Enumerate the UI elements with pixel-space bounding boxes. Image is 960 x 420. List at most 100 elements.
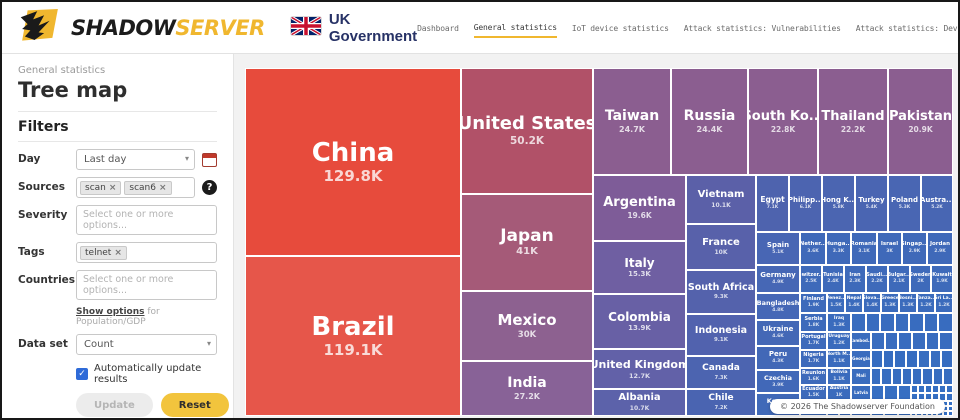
treemap-cell-small[interactable] — [894, 313, 910, 332]
treemap-cell-thailand[interactable]: Thailand 22.2K — [818, 68, 888, 175]
tags-input[interactable]: telnet × — [76, 242, 217, 263]
sources-input[interactable]: scan × scan6 × — [76, 177, 195, 198]
treemap-cell-slova[interactable]: Slova... 1.4K — [863, 293, 881, 313]
treemap-cell-cambod[interactable]: Cambod... — [851, 332, 871, 350]
treemap-cell-united-kingdom[interactable]: United Kingdom 12.7K — [593, 349, 686, 389]
treemap-cell-mali[interactable]: Mali — [851, 368, 871, 385]
treemap-cell-chile[interactable]: Chile 7.2K — [686, 389, 756, 416]
treemap-cell-small[interactable] — [917, 350, 930, 368]
treemap-cell-canada[interactable]: Canada 7.3K — [686, 356, 756, 389]
source-chip-scan[interactable]: scan × — [80, 180, 122, 195]
treemap-cell-small[interactable] — [898, 332, 912, 350]
nav-attack-statistics-devices[interactable]: Attack statistics: Devices — [855, 23, 958, 33]
treemap-cell-small[interactable] — [906, 350, 918, 368]
treemap-cell-small[interactable] — [939, 385, 946, 393]
shadowserver-home-link[interactable]: SHADOWSERVER — [18, 9, 265, 46]
treemap-cell-jordan[interactable]: Jordan 2.9K — [927, 232, 953, 265]
treemap-cell-egypt[interactable]: Egypt 7.1K — [756, 175, 789, 232]
treemap-cell-argentina[interactable]: Argentina 19.6K — [593, 175, 686, 241]
treemap-cell-indonesia[interactable]: Indonesia 9.1K — [686, 314, 756, 356]
chip-remove-icon[interactable]: × — [159, 182, 167, 193]
treemap-cell-small[interactable] — [941, 350, 953, 368]
treemap-cell-tanza[interactable]: Tanza... 1.2K — [917, 293, 935, 313]
chip-remove-icon[interactable]: × — [114, 247, 122, 258]
treemap-cell-sri-la[interactable]: Sri La... 1.2K — [935, 293, 953, 313]
treemap-cell-albania[interactable]: Albania 10.7K — [593, 389, 686, 416]
dataset-select[interactable]: Count ▾ — [76, 334, 217, 355]
treemap-cell-spain[interactable]: Spain 5.1K — [756, 232, 800, 265]
treemap-cell-colombia[interactable]: Colombia 13.9K — [593, 294, 686, 349]
treemap-cell-finland[interactable]: Finland 1.9K — [800, 293, 827, 313]
help-icon[interactable]: ? — [202, 180, 217, 195]
treemap-cell-hunga[interactable]: Hunga... 3.3K — [826, 232, 851, 265]
treemap-cell-nepal[interactable]: Nepal 1.4K — [845, 293, 863, 313]
treemap-cell-bangladesh[interactable]: Bangladesh 4.8K — [756, 293, 800, 320]
treemap-cell-small[interactable] — [851, 313, 866, 332]
treemap-cell-small[interactable] — [871, 332, 885, 350]
treemap-cell-small[interactable] — [871, 368, 882, 385]
treemap-cell-sweden[interactable]: Sweden 2K — [910, 265, 931, 293]
treemap-cell-north-m[interactable]: North M... 1.1K — [827, 350, 851, 368]
treemap-cell-small[interactable] — [923, 313, 939, 332]
calendar-icon[interactable] — [202, 152, 217, 167]
treemap-cell-small[interactable] — [912, 368, 923, 385]
treemap-cell-bosni[interactable]: Bosni... 1.3K — [899, 293, 917, 313]
treemap-cell-nigeria[interactable]: Nigeria 1.7K — [800, 350, 827, 368]
treemap-cell-iraq[interactable]: Iraq 1.3K — [827, 313, 851, 332]
treemap-cell-small[interactable] — [894, 350, 907, 368]
treemap-cell-israel[interactable]: Israel 3K — [877, 232, 902, 265]
chip-remove-icon[interactable]: × — [108, 182, 117, 193]
treemap-cell-small[interactable] — [938, 313, 953, 332]
countries-input[interactable]: Select one or more options... — [76, 270, 217, 300]
treemap-cell-small[interactable] — [912, 332, 926, 350]
treemap-cell-small[interactable] — [882, 350, 895, 368]
treemap-cell-vietnam[interactable]: Vietnam 10.1K — [686, 175, 756, 224]
treemap-cell-romania[interactable]: Romania 3.1K — [851, 232, 877, 265]
treemap-cell-united-states[interactable]: United States 50.2K — [461, 68, 593, 194]
treemap-cell-czechia[interactable]: Czechia 3.9K — [756, 370, 800, 393]
treemap-cell-small[interactable] — [942, 411, 948, 416]
treemap-cell-small[interactable] — [901, 368, 912, 385]
treemap-cell-poland[interactable]: Poland 5.3K — [888, 175, 921, 232]
treemap-cell-tunisia[interactable]: Tunisia 2.4K — [822, 265, 844, 293]
treemap-cell-small[interactable] — [881, 368, 892, 385]
treemap-cell-nether[interactable]: Nether... 3.6K — [800, 232, 826, 265]
treemap-cell-france[interactable]: France 10K — [686, 224, 756, 270]
treemap-cell-small[interactable] — [922, 368, 933, 385]
treemap-cell-bulgar[interactable]: Bulgar... 2.1K — [888, 265, 910, 293]
show-options-link[interactable]: Show options — [76, 307, 145, 317]
treemap-cell-small[interactable] — [947, 411, 953, 416]
treemap-cell-small[interactable] — [939, 332, 953, 350]
treemap-cell-small[interactable] — [932, 385, 939, 393]
treemap-cell-switzer[interactable]: Switzer...2.5K — [800, 265, 822, 293]
treemap-cell-small[interactable] — [918, 385, 925, 393]
treemap-cell-philipp[interactable]: Philipp... 6.1K — [789, 175, 822, 232]
treemap-cell-uruguay[interactable]: Uruguay 1.2K — [827, 332, 851, 350]
treemap-cell-portugal[interactable]: Portugal 1.7K — [800, 332, 827, 350]
treemap-cell-iran[interactable]: Iran 2.3K — [844, 265, 866, 293]
nav-attack-statistics-vulnerabilities[interactable]: Attack statistics: Vulnerabilities — [683, 23, 841, 33]
treemap-cell-small[interactable] — [925, 385, 932, 393]
tag-chip-telnet[interactable]: telnet × — [80, 245, 127, 260]
treemap-cell-small[interactable] — [932, 368, 943, 385]
treemap-cell-austra[interactable]: Austra... 5.2K — [921, 175, 953, 232]
treemap-cell-ukraine[interactable]: Ukraine 4.6K — [756, 320, 800, 346]
treemap-cell-singap[interactable]: Singap... 2.9K — [902, 232, 927, 265]
treemap-cell-small[interactable] — [947, 406, 953, 411]
source-chip-scan6[interactable]: scan6 × — [124, 180, 172, 195]
treemap-cell-india[interactable]: India 27.2K — [461, 361, 593, 416]
treemap-cell-small[interactable] — [880, 313, 895, 332]
treemap-cell-taiwan[interactable]: Taiwan 24.7K — [593, 68, 671, 175]
treemap-cell-japan[interactable]: Japan 41K — [461, 194, 593, 291]
treemap-cell-saudi[interactable]: Saudi... 2.2K — [866, 265, 888, 293]
treemap-cell-greece[interactable]: Greece 1.3K — [881, 293, 899, 313]
treemap-cell-peru[interactable]: Peru 4.3K — [756, 346, 800, 370]
nav-iot-device-statistics[interactable]: IoT device statistics — [571, 23, 669, 33]
treemap-cell-georgia[interactable]: Georgia — [851, 350, 871, 368]
treemap-cell-reunion[interactable]: Reunion 1.6K — [800, 368, 827, 385]
update-button[interactable]: Update — [76, 393, 153, 417]
treemap-cell-russia[interactable]: Russia 24.4K — [671, 68, 748, 175]
treemap-cell-small[interactable] — [909, 313, 924, 332]
treemap-cell-mexico[interactable]: Mexico 30K — [461, 291, 593, 361]
treemap-cell-china[interactable]: China 129.8K — [245, 68, 461, 256]
